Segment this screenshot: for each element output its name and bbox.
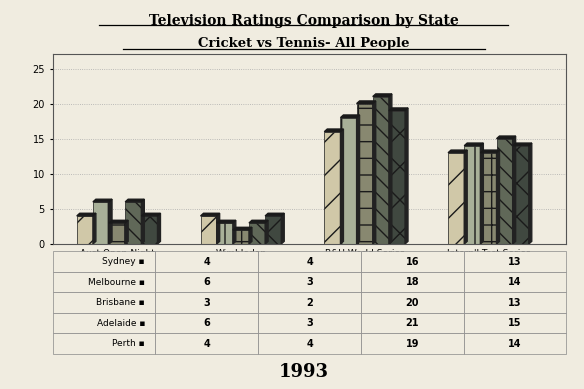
Bar xyxy=(249,223,265,244)
Bar xyxy=(217,223,233,244)
Bar xyxy=(373,96,389,244)
Polygon shape xyxy=(77,213,96,216)
Polygon shape xyxy=(464,150,467,244)
Polygon shape xyxy=(249,227,252,244)
Polygon shape xyxy=(249,220,268,223)
Polygon shape xyxy=(109,220,128,223)
Polygon shape xyxy=(481,143,484,244)
Polygon shape xyxy=(93,199,112,202)
Polygon shape xyxy=(265,213,284,216)
Polygon shape xyxy=(200,213,220,216)
Polygon shape xyxy=(158,213,161,244)
Polygon shape xyxy=(93,213,96,244)
Polygon shape xyxy=(448,150,467,153)
Polygon shape xyxy=(141,213,161,216)
Bar xyxy=(389,110,405,244)
Polygon shape xyxy=(513,136,516,244)
Bar xyxy=(109,223,125,244)
Bar xyxy=(340,117,357,244)
Bar xyxy=(233,230,249,244)
Polygon shape xyxy=(265,220,268,244)
Text: 1993: 1993 xyxy=(279,363,329,381)
Polygon shape xyxy=(529,143,532,244)
Polygon shape xyxy=(217,220,236,223)
Polygon shape xyxy=(405,108,408,244)
Bar xyxy=(481,153,496,244)
Bar xyxy=(448,153,464,244)
Polygon shape xyxy=(340,115,360,117)
Bar xyxy=(265,216,281,244)
Bar xyxy=(513,146,529,244)
Polygon shape xyxy=(496,136,516,139)
Bar xyxy=(77,216,93,244)
Bar xyxy=(357,103,373,244)
Polygon shape xyxy=(389,94,392,244)
Polygon shape xyxy=(481,150,499,153)
Bar xyxy=(93,202,109,244)
Text: Television Ratings Comparison by State: Television Ratings Comparison by State xyxy=(149,14,458,28)
Polygon shape xyxy=(496,150,499,244)
Bar xyxy=(324,132,340,244)
Polygon shape xyxy=(340,129,343,244)
Polygon shape xyxy=(141,199,144,244)
Polygon shape xyxy=(389,108,408,110)
Polygon shape xyxy=(373,94,392,96)
Polygon shape xyxy=(125,220,128,244)
Polygon shape xyxy=(373,101,376,244)
Bar xyxy=(141,216,158,244)
Polygon shape xyxy=(281,213,284,244)
Polygon shape xyxy=(324,129,343,132)
Polygon shape xyxy=(217,213,220,244)
Polygon shape xyxy=(513,143,532,146)
Bar xyxy=(125,202,141,244)
Polygon shape xyxy=(233,227,252,230)
Bar xyxy=(464,146,481,244)
Polygon shape xyxy=(464,143,484,146)
Polygon shape xyxy=(357,115,360,244)
Polygon shape xyxy=(357,101,376,103)
Text: Cricket vs Tennis- All People: Cricket vs Tennis- All People xyxy=(198,37,409,50)
Bar xyxy=(200,216,217,244)
Polygon shape xyxy=(233,220,236,244)
Polygon shape xyxy=(109,199,112,244)
Polygon shape xyxy=(125,199,144,202)
Bar xyxy=(496,139,513,244)
